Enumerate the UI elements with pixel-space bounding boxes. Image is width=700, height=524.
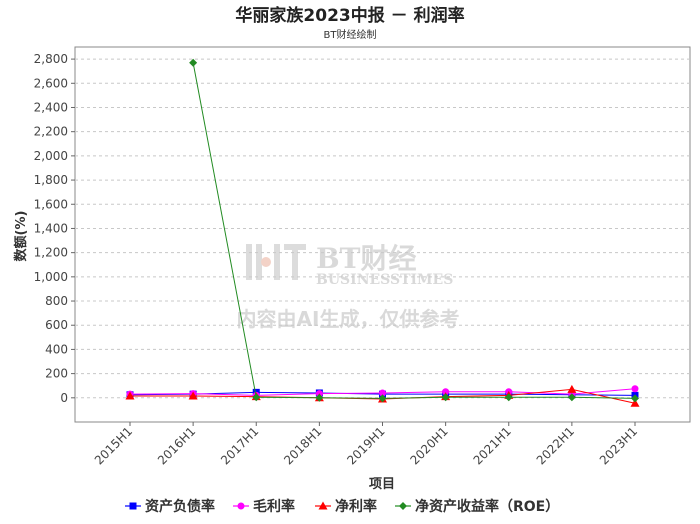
series-lines	[125, 58, 640, 407]
y-tick-label: 600	[45, 318, 68, 332]
data-point	[504, 393, 513, 402]
series-line	[192, 62, 636, 399]
data-point	[378, 394, 387, 403]
data-point	[567, 384, 577, 393]
chart-subtitle: BT财经绘制	[324, 28, 377, 41]
watermark-logo-icon	[246, 244, 306, 280]
y-tick-label: 200	[45, 367, 68, 381]
x-tick-label: 2023H1	[597, 424, 640, 467]
legend-swatch-marker	[237, 502, 245, 510]
x-tick-label: 2018H1	[281, 424, 324, 467]
data-point	[379, 389, 386, 397]
x-tick-label: 2020H1	[407, 424, 450, 467]
legend-item: 净利率	[315, 498, 377, 515]
data-point	[188, 391, 198, 400]
y-tick-label: 800	[45, 294, 68, 308]
x-axis-title: 项目	[369, 477, 395, 492]
data-point	[125, 391, 135, 400]
legend-item: 净资产收益率（ROE）	[395, 498, 559, 515]
legend-label: 净利率	[335, 498, 377, 515]
grid-lines	[75, 58, 690, 399]
y-tick-label: 2,600	[34, 76, 68, 90]
data-point	[315, 393, 324, 402]
y-tick-label: 1,600	[34, 197, 68, 211]
data-point	[567, 393, 576, 402]
x-tick-label: 2022H1	[534, 424, 577, 467]
data-point	[442, 388, 450, 396]
y-tick-label: 1,000	[34, 270, 68, 284]
legend-swatch-marker	[318, 501, 328, 510]
legend: 资产负债率 毛利率 净利率 净资产收益率（ROE）	[125, 498, 559, 515]
legend-item: 资产负债率	[125, 498, 215, 515]
series-3	[189, 58, 639, 403]
y-tick-label: 1,200	[34, 246, 68, 260]
data-point	[252, 393, 261, 402]
watermark-brand: BT财经	[316, 242, 417, 275]
x-tick-label: 2019H1	[344, 424, 387, 467]
x-tick-label: 2016H1	[155, 424, 198, 467]
legend-label: 净资产收益率（ROE）	[415, 498, 559, 515]
legend-item: 毛利率	[233, 498, 295, 515]
watermark: BT财经 BUSINESSTIMES 内容由AI生成，仅供参考	[237, 242, 460, 331]
x-tick-label: 2017H1	[218, 424, 261, 467]
legend-swatch-marker	[399, 502, 407, 510]
plot-area	[74, 46, 691, 423]
y-tick-label: 2,400	[34, 100, 68, 114]
y-tick-label: 2,000	[34, 149, 68, 163]
legend-label: 资产负债率	[145, 498, 215, 515]
x-axis-ticks: 2015H1 2016H1 2017H1 2018H1 2019H1 2020H1 2021…	[92, 422, 640, 467]
data-point	[631, 394, 639, 403]
plot-border	[74, 46, 691, 423]
legend-label: 毛利率	[253, 498, 295, 515]
data-point	[631, 385, 639, 393]
y-tick-label: 1,400	[34, 221, 68, 235]
y-tick-label: 400	[45, 342, 68, 356]
data-point	[189, 58, 198, 67]
legend-swatch-marker	[129, 502, 137, 510]
x-tick-label: 2021H1	[471, 424, 514, 467]
x-tick-label: 2015H1	[92, 424, 135, 467]
y-tick-label: 2,200	[34, 125, 68, 139]
chart-title: 华丽家族2023中报 － 利润率	[235, 5, 464, 26]
data-point	[630, 398, 640, 407]
y-axis-title: 数额(%)	[13, 211, 29, 262]
y-tick-label: 0	[60, 391, 68, 405]
watermark-note: 内容由AI生成，仅供参考	[237, 307, 460, 331]
y-tick-label: 2,800	[34, 52, 68, 66]
data-point	[441, 393, 450, 402]
watermark-brand-sub: BUSINESSTIMES	[316, 272, 453, 288]
y-tick-label: 1,800	[34, 173, 68, 187]
y-axis-ticks: 0 200 400 600 800 1,000 1,200 1,400 1,600 1,800 2,…	[34, 52, 75, 405]
